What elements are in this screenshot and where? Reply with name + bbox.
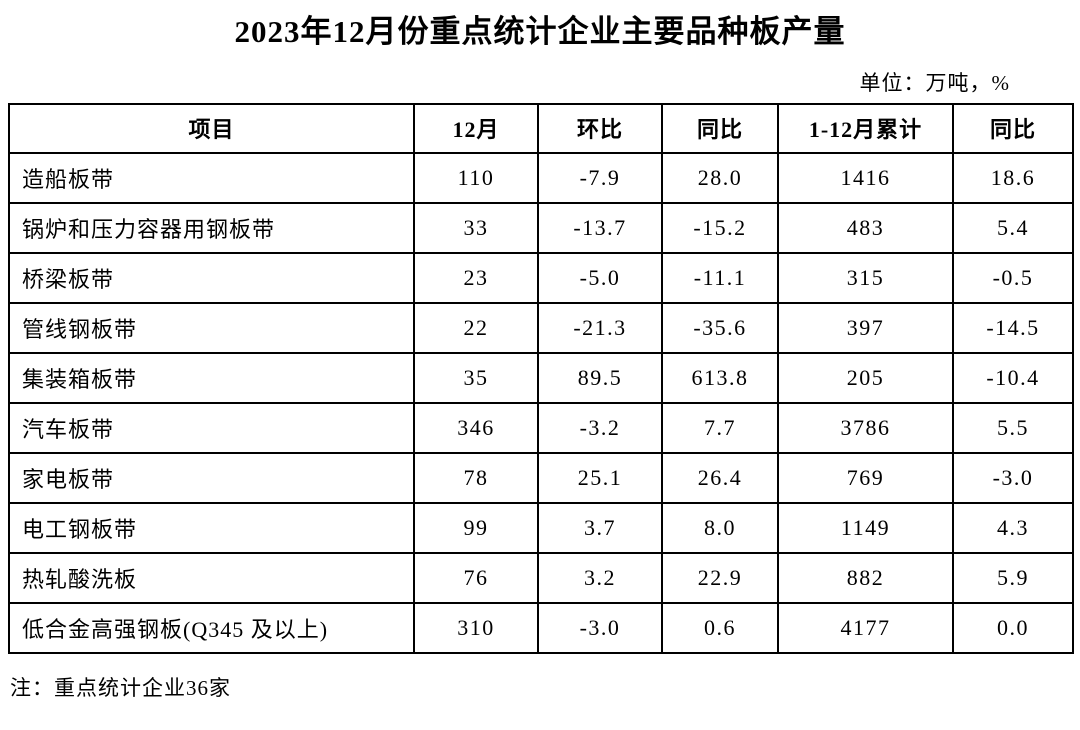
value-cell: -35.6: [661, 301, 779, 354]
value-cell: 315: [777, 251, 954, 304]
value-cell: 23: [413, 251, 539, 304]
value-cell: 3.7: [537, 501, 663, 554]
table-header: 项目 12月 环比 同比 1-12月累计 同比: [8, 102, 1074, 154]
item-name-cell: 锅炉和压力容器用钢板带: [8, 201, 415, 254]
item-name-cell: 管线钢板带: [8, 301, 415, 354]
item-name-cell: 低合金高强钢板(Q345 及以上): [8, 601, 415, 654]
value-cell: 769: [777, 451, 954, 504]
value-cell: 110: [413, 151, 539, 204]
item-name-cell: 家电板带: [8, 451, 415, 504]
value-cell: 882: [777, 551, 954, 604]
table-row: 汽车板带 346 -3.2 7.7 3786 5.5: [8, 401, 1074, 454]
value-cell: 8.0: [661, 501, 779, 554]
value-cell: 3.2: [537, 551, 663, 604]
table-row: 桥梁板带 23 -5.0 -11.1 315 -0.5: [8, 251, 1074, 304]
value-cell: 205: [777, 351, 954, 404]
item-name-cell: 热轧酸洗板: [8, 551, 415, 604]
table-row: 集装箱板带 35 89.5 613.8 205 -10.4: [8, 351, 1074, 404]
footnote: 注：重点统计企业36家: [10, 675, 231, 700]
value-cell: 78: [413, 451, 539, 504]
item-name-cell: 汽车板带: [8, 401, 415, 454]
value-cell: 26.4: [661, 451, 779, 504]
value-cell: 89.5: [537, 351, 663, 404]
value-cell: 483: [777, 201, 954, 254]
value-cell: -3.0: [952, 451, 1074, 504]
table-row: 热轧酸洗板 76 3.2 22.9 882 5.9: [8, 551, 1074, 604]
value-cell: 5.4: [952, 201, 1074, 254]
value-cell: 1149: [777, 501, 954, 554]
value-cell: -3.2: [537, 401, 663, 454]
value-cell: 28.0: [661, 151, 779, 204]
production-table: 项目 12月 环比 同比 1-12月累计 同比 造船板带 110 -7.9 28.0 1…: [8, 102, 1074, 654]
value-cell: 22: [413, 301, 539, 354]
item-name-cell: 桥梁板带: [8, 251, 415, 304]
value-cell: 4177: [777, 601, 954, 654]
item-name-cell: 电工钢板带: [8, 501, 415, 554]
column-header-cumulative: 1-12月累计: [777, 102, 954, 154]
value-cell: 22.9: [661, 551, 779, 604]
header-row: 项目 12月 环比 同比 1-12月累计 同比: [8, 102, 1074, 154]
table-body: 造船板带 110 -7.9 28.0 1416 18.6 锅炉和压力容器用钢板带 33 -13.…: [8, 151, 1074, 654]
column-header-cumulative-yoy: 同比: [952, 102, 1074, 154]
value-cell: 613.8: [661, 351, 779, 404]
value-cell: 4.3: [952, 501, 1074, 554]
value-cell: 25.1: [537, 451, 663, 504]
value-cell: 33: [413, 201, 539, 254]
value-cell: 76: [413, 551, 539, 604]
value-cell: 0.0: [952, 601, 1074, 654]
value-cell: 5.9: [952, 551, 1074, 604]
table-row: 家电板带 78 25.1 26.4 769 -3.0: [8, 451, 1074, 504]
value-cell: -10.4: [952, 351, 1074, 404]
item-name-cell: 集装箱板带: [8, 351, 415, 404]
value-cell: 99: [413, 501, 539, 554]
value-cell: -11.1: [661, 251, 779, 304]
page-title: 2023年12月份重点统计企业主要品种板产量: [234, 14, 846, 49]
value-cell: -13.7: [537, 201, 663, 254]
table-row: 锅炉和压力容器用钢板带 33 -13.7 -15.2 483 5.4: [8, 201, 1074, 254]
value-cell: -14.5: [952, 301, 1074, 354]
item-name-cell: 造船板带: [8, 151, 415, 204]
table-row: 低合金高强钢板(Q345 及以上) 310 -3.0 0.6 4177 0.0: [8, 601, 1074, 654]
value-cell: -5.0: [537, 251, 663, 304]
value-cell: 18.6: [952, 151, 1074, 204]
value-cell: -15.2: [661, 201, 779, 254]
value-cell: -21.3: [537, 301, 663, 354]
table-row: 管线钢板带 22 -21.3 -35.6 397 -14.5: [8, 301, 1074, 354]
column-header-item: 项目: [8, 102, 415, 154]
value-cell: 3786: [777, 401, 954, 454]
value-cell: 346: [413, 401, 539, 454]
value-cell: 5.5: [952, 401, 1074, 454]
value-cell: 397: [777, 301, 954, 354]
value-cell: 35: [413, 351, 539, 404]
column-header-yoy: 同比: [661, 102, 779, 154]
value-cell: 310: [413, 601, 539, 654]
table-row: 造船板带 110 -7.9 28.0 1416 18.6: [8, 151, 1074, 204]
unit-label: 单位：万吨，%: [859, 70, 1010, 95]
value-cell: 7.7: [661, 401, 779, 454]
value-cell: 1416: [777, 151, 954, 204]
value-cell: 0.6: [661, 601, 779, 654]
table-row: 电工钢板带 99 3.7 8.0 1149 4.3: [8, 501, 1074, 554]
value-cell: -0.5: [952, 251, 1074, 304]
column-header-mom: 环比: [537, 102, 663, 154]
column-header-december: 12月: [413, 102, 539, 154]
value-cell: -7.9: [537, 151, 663, 204]
value-cell: -3.0: [537, 601, 663, 654]
